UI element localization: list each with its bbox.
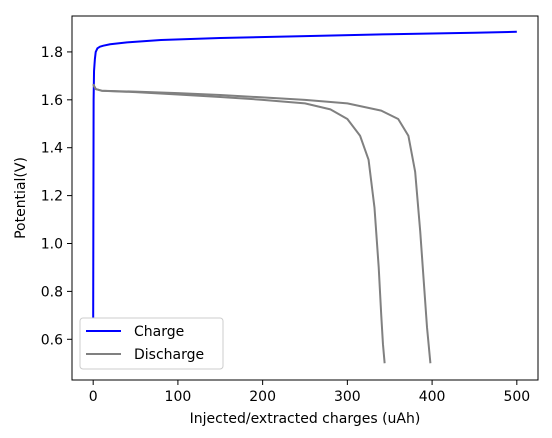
- y-axis-label: Potential(V): [13, 157, 29, 239]
- y-tick-label: 1.0: [41, 237, 63, 253]
- legend-label-charge: Charge: [134, 324, 184, 340]
- x-tick-label: 200: [249, 389, 276, 405]
- x-tick-label: 100: [165, 389, 192, 405]
- y-tick-label: 0.8: [41, 284, 63, 300]
- series-layer: [92, 30, 517, 364]
- x-tick-label: 0: [89, 389, 98, 405]
- y-axis: 0.6 0.8 1.0 1.2 1.4 1.6 1.8: [41, 45, 72, 348]
- legend-label-discharge: Discharge: [134, 347, 204, 363]
- x-axis-label: Injected/extracted charges (uAh): [190, 411, 421, 427]
- x-tick-label: 400: [419, 389, 446, 405]
- legend: Charge Discharge: [79, 317, 224, 370]
- y-tick-label: 1.4: [41, 141, 63, 157]
- series-line-0: [92, 30, 517, 318]
- y-tick-label: 1.2: [41, 189, 63, 205]
- y-tick-label: 1.8: [41, 45, 63, 61]
- x-axis: 0 100 200 300 400 500: [89, 380, 530, 405]
- series-line-2: [92, 83, 432, 364]
- y-tick-label: 0.6: [41, 332, 63, 348]
- x-tick-label: 300: [334, 389, 361, 405]
- plot-frame: [71, 15, 539, 381]
- y-tick-label: 1.6: [41, 93, 63, 109]
- x-tick-label: 500: [503, 389, 530, 405]
